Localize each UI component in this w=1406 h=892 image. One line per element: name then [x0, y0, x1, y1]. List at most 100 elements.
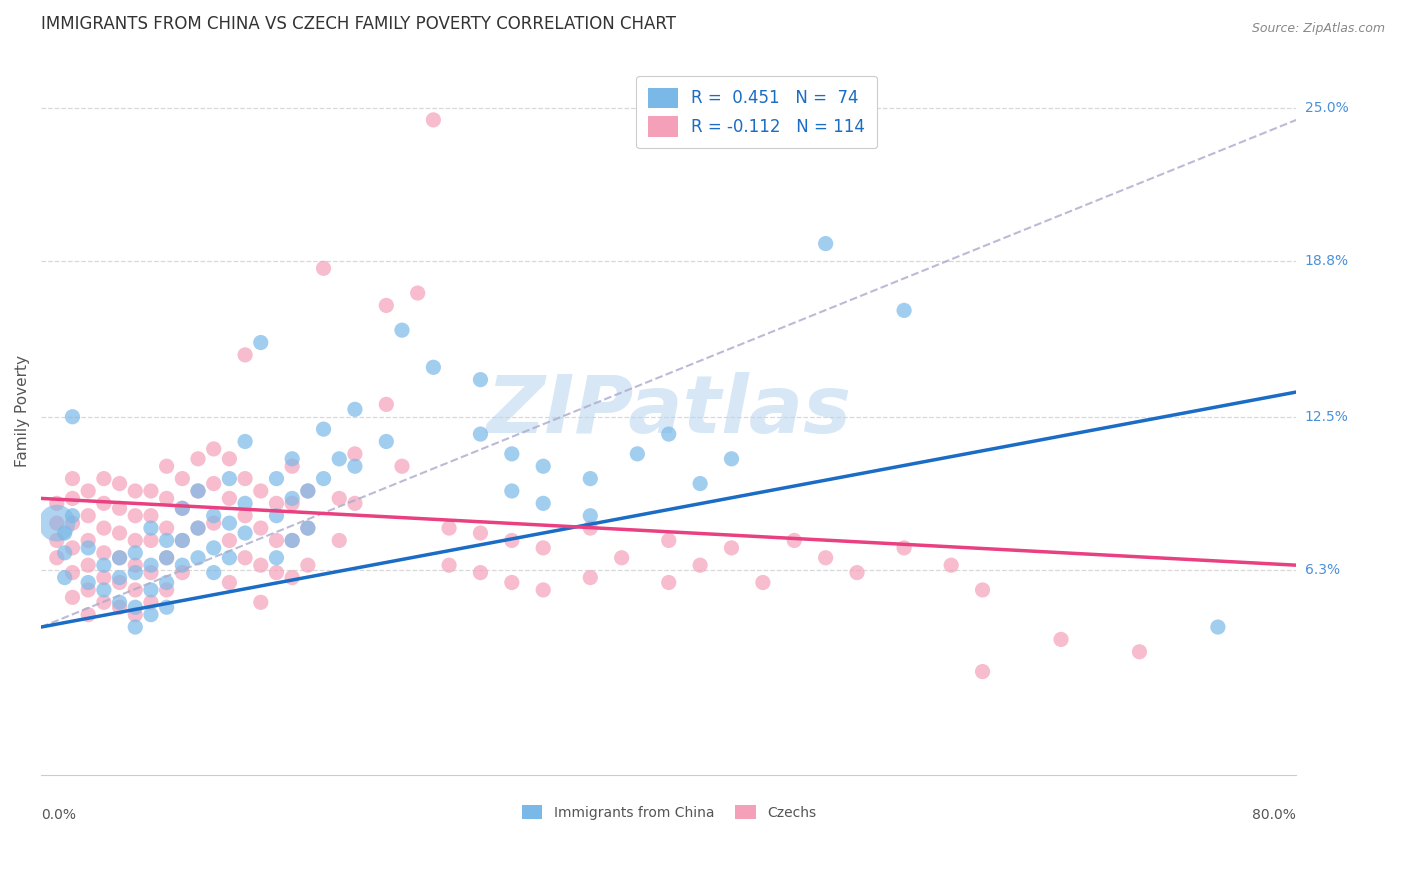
Point — [249, 558, 271, 573]
Point — [266, 566, 288, 580]
Point — [77, 575, 100, 590]
Point — [139, 521, 162, 535]
Point — [233, 348, 256, 362]
Point — [470, 526, 492, 541]
Point — [972, 582, 994, 597]
Point — [972, 665, 994, 679]
Point — [77, 508, 100, 523]
Point — [124, 566, 146, 580]
Point — [139, 508, 162, 523]
Point — [45, 496, 67, 510]
Point — [281, 459, 304, 474]
Point — [610, 550, 633, 565]
Point — [62, 508, 84, 523]
Point — [124, 546, 146, 560]
Text: 6.3%: 6.3% — [1305, 563, 1340, 577]
Point — [202, 476, 225, 491]
Point — [108, 570, 131, 584]
Point — [139, 582, 162, 597]
Point — [156, 550, 179, 565]
Point — [658, 427, 681, 442]
Point — [814, 550, 837, 565]
Point — [93, 570, 115, 584]
Point — [281, 533, 304, 548]
Point — [437, 521, 460, 535]
Point — [312, 472, 335, 486]
Point — [941, 558, 963, 573]
Point — [281, 496, 304, 510]
Point — [720, 541, 742, 555]
Point — [62, 541, 84, 555]
Y-axis label: Family Poverty: Family Poverty — [15, 355, 30, 467]
Point — [233, 550, 256, 565]
Point — [45, 516, 67, 530]
Point — [172, 566, 194, 580]
Point — [437, 558, 460, 573]
Point — [375, 434, 398, 449]
Point — [156, 582, 179, 597]
Point — [249, 595, 271, 609]
Text: 12.5%: 12.5% — [1305, 409, 1348, 424]
Point — [108, 501, 131, 516]
Point — [531, 582, 554, 597]
Point — [752, 575, 775, 590]
Point — [501, 533, 523, 548]
Point — [297, 521, 319, 535]
Point — [53, 526, 76, 541]
Point — [266, 496, 288, 510]
Point — [579, 472, 602, 486]
Point — [328, 491, 350, 506]
Point — [297, 483, 319, 498]
Point — [579, 508, 602, 523]
Point — [312, 422, 335, 436]
Point — [689, 476, 711, 491]
Point — [626, 447, 648, 461]
Point — [281, 533, 304, 548]
Point — [62, 566, 84, 580]
Point — [233, 496, 256, 510]
Point — [62, 409, 84, 424]
Point — [187, 521, 209, 535]
Point — [343, 447, 366, 461]
Point — [297, 558, 319, 573]
Legend: Immigrants from China, Czechs: Immigrants from China, Czechs — [515, 798, 823, 827]
Point — [172, 501, 194, 516]
Point — [531, 496, 554, 510]
Point — [77, 541, 100, 555]
Point — [343, 459, 366, 474]
Point — [266, 550, 288, 565]
Point — [77, 533, 100, 548]
Point — [501, 447, 523, 461]
Point — [124, 600, 146, 615]
Point — [218, 451, 240, 466]
Point — [172, 472, 194, 486]
Point — [531, 459, 554, 474]
Point — [93, 558, 115, 573]
Point — [156, 491, 179, 506]
Point — [108, 550, 131, 565]
Point — [156, 550, 179, 565]
Point — [470, 566, 492, 580]
Point — [124, 508, 146, 523]
Point — [281, 570, 304, 584]
Point — [375, 298, 398, 312]
Point — [108, 476, 131, 491]
Point — [343, 496, 366, 510]
Point — [218, 472, 240, 486]
Point — [406, 286, 429, 301]
Point — [156, 533, 179, 548]
Point — [783, 533, 806, 548]
Point — [124, 620, 146, 634]
Text: IMMIGRANTS FROM CHINA VS CZECH FAMILY POVERTY CORRELATION CHART: IMMIGRANTS FROM CHINA VS CZECH FAMILY PO… — [41, 15, 676, 33]
Point — [297, 483, 319, 498]
Point — [124, 607, 146, 622]
Point — [893, 303, 915, 318]
Point — [1050, 632, 1073, 647]
Point — [172, 501, 194, 516]
Point — [108, 550, 131, 565]
Point — [187, 483, 209, 498]
Point — [233, 508, 256, 523]
Point — [1206, 620, 1229, 634]
Point — [249, 335, 271, 350]
Point — [139, 533, 162, 548]
